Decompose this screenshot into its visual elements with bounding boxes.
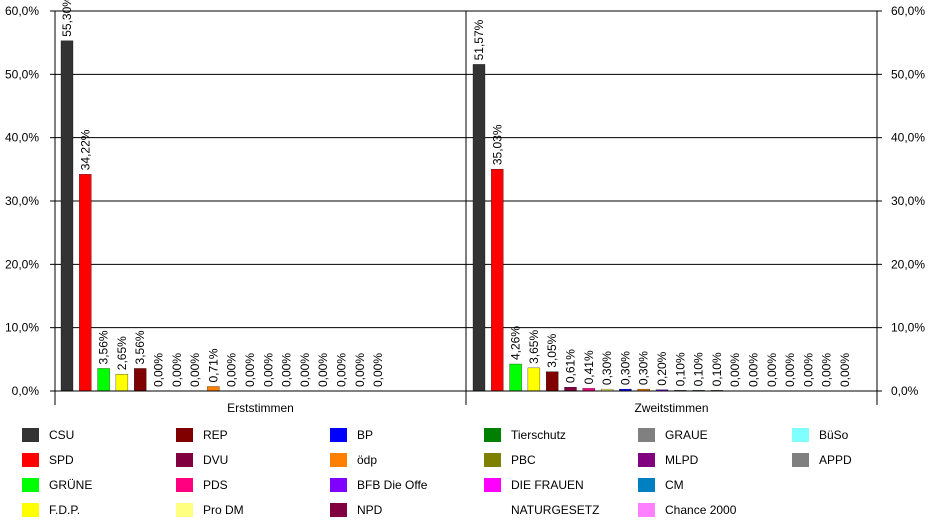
- y-tick-label-left: 50,0%: [5, 67, 39, 81]
- data-label: 3,56%: [133, 330, 147, 364]
- data-label: 0,00%: [243, 353, 257, 387]
- data-label: 0,00%: [152, 353, 166, 387]
- bar-dvu: [564, 386, 577, 392]
- y-tick-label-left: 0,0%: [12, 384, 40, 398]
- data-label: 2,65%: [115, 336, 129, 370]
- data-label: 0,00%: [225, 353, 239, 387]
- data-label: 0,10%: [692, 352, 706, 386]
- y-tick-label-right: 20,0%: [891, 257, 925, 271]
- data-label: 0,00%: [371, 353, 385, 387]
- data-label: 0,30%: [618, 351, 632, 385]
- data-label: 0,00%: [801, 353, 815, 387]
- y-tick-label-right: 30,0%: [891, 194, 925, 208]
- axes: 0,0% 0,0% 10,0% 10,0% 20,0% 20,0% 30,0% 30,0% 40…: [5, 4, 925, 415]
- y-tick-label-right: 10,0%: [891, 321, 925, 335]
- data-label: 55,30%: [60, 0, 74, 37]
- data-label: 0,20%: [655, 351, 669, 385]
- data-label: 0,71%: [206, 348, 220, 382]
- bar-gr-ne: [509, 363, 522, 392]
- bar-gr-ne: [97, 368, 110, 392]
- y-tick-label-left: 60,0%: [5, 4, 39, 18]
- data-label: 35,03%: [490, 124, 504, 165]
- data-label: 0,00%: [261, 353, 275, 387]
- group-label: Zweitstimmen: [634, 401, 708, 415]
- data-label: 34,22%: [78, 129, 92, 170]
- data-label: 0,00%: [298, 353, 312, 387]
- data-label: 0,30%: [637, 351, 651, 385]
- data-label: 0,00%: [765, 353, 779, 387]
- data-label: 0,61%: [564, 349, 578, 383]
- data-label: 4,26%: [509, 326, 523, 360]
- bars: [60, 40, 724, 392]
- data-label: 0,00%: [316, 353, 330, 387]
- y-tick-label-left: 30,0%: [5, 194, 39, 208]
- bar-f-d-p-: [115, 374, 129, 392]
- y-tick-label-right: 50,0%: [891, 67, 925, 81]
- y-tick-label-right: 0,0%: [891, 384, 919, 398]
- data-label: 0,10%: [673, 352, 687, 386]
- data-label: 0,00%: [783, 353, 797, 387]
- data-label: 0,00%: [747, 353, 761, 387]
- data-label: 0,00%: [280, 353, 294, 387]
- data-label: 0,41%: [582, 350, 596, 384]
- bar-spd: [491, 168, 504, 392]
- y-tick-label-left: 10,0%: [5, 321, 39, 335]
- y-tick-label-right: 60,0%: [891, 4, 925, 18]
- bar-csu: [472, 64, 486, 392]
- y-tick-label-right: 40,0%: [891, 131, 925, 145]
- bar-rep: [546, 371, 559, 392]
- bar-spd: [79, 174, 92, 392]
- y-tick-label-left: 40,0%: [5, 131, 39, 145]
- data-label: 0,00%: [335, 353, 349, 387]
- bar-f-d-p-: [527, 367, 541, 392]
- data-label: 3,05%: [545, 333, 559, 367]
- data-label: 51,57%: [472, 19, 486, 60]
- data-label: 3,56%: [97, 330, 111, 364]
- data-labels: 55,30% 34,22% 3,56% 2,65% 3,56% 0,00% 0,00% 0,0…: [60, 0, 852, 387]
- data-label: 0,00%: [353, 353, 367, 387]
- data-label: 0,00%: [188, 353, 202, 387]
- data-label: 3,65%: [527, 330, 541, 364]
- data-label: 0,30%: [600, 351, 614, 385]
- group-label: Erststimmen: [227, 401, 294, 415]
- data-label: 0,00%: [728, 353, 742, 387]
- bar-csu: [60, 40, 74, 392]
- data-label: 0,00%: [170, 353, 184, 387]
- y-tick-label-left: 20,0%: [5, 257, 39, 271]
- data-label: 0,10%: [710, 352, 724, 386]
- data-label: 0,00%: [838, 353, 852, 387]
- bar-rep: [134, 368, 147, 392]
- bar--dp: [207, 386, 220, 392]
- data-label: 0,00%: [820, 353, 834, 387]
